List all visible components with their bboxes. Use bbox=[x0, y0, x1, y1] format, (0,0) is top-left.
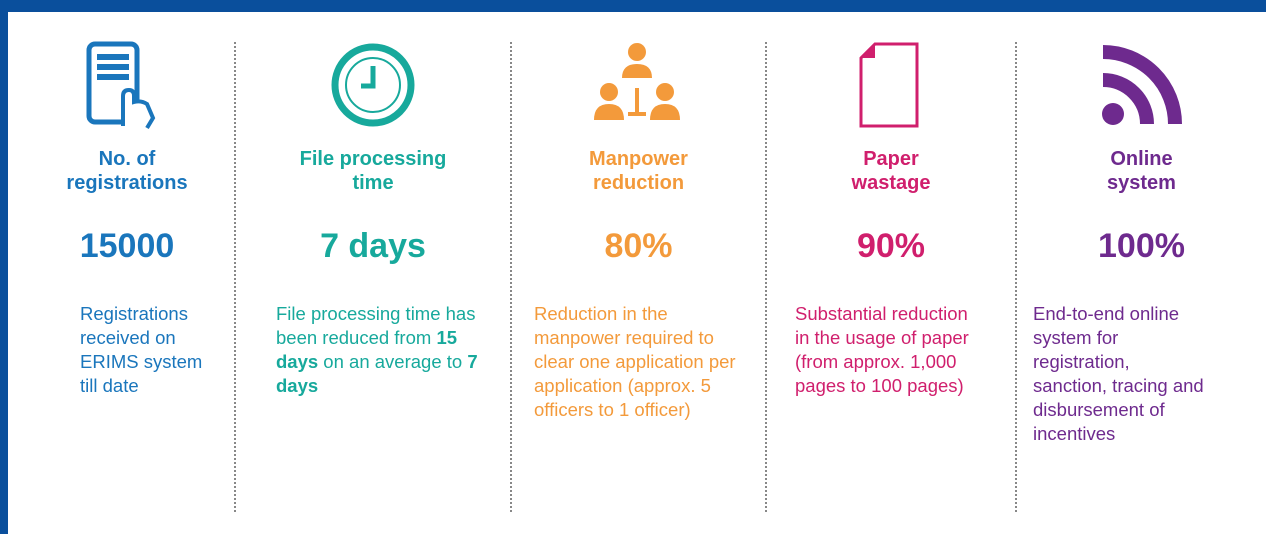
stat-description: Reduction in the manpower required to cl… bbox=[534, 302, 746, 422]
title-line: Online bbox=[1110, 148, 1173, 170]
title-line: registrations bbox=[66, 172, 188, 194]
title-line: Manpower bbox=[589, 148, 688, 170]
stat-description: End-to-end online system for registratio… bbox=[1033, 302, 1205, 446]
separator bbox=[765, 42, 767, 512]
title-line: wastage bbox=[851, 172, 931, 194]
stat-metric: 15000 bbox=[79, 227, 175, 265]
separator bbox=[1015, 42, 1017, 512]
separator bbox=[510, 42, 512, 512]
clock-icon bbox=[331, 43, 415, 127]
description-text: 15 days bbox=[276, 327, 458, 372]
description-text: Registrations received on ERIMS system t… bbox=[80, 303, 203, 396]
stat-title: Paper wastage bbox=[767, 147, 1015, 195]
people-icon bbox=[594, 43, 680, 120]
stat-column: Manpower reduction 80% Reduction in the m… bbox=[512, 12, 765, 534]
stat-column: No. of registrations 15000 Registrations … bbox=[20, 12, 234, 534]
title-line: system bbox=[1107, 172, 1176, 194]
stat-metric: 90% bbox=[856, 227, 926, 265]
separator bbox=[234, 42, 236, 512]
description-text: End-to-end online system for registratio… bbox=[1033, 303, 1204, 444]
stat-description: File processing time has been reduced fr… bbox=[276, 302, 488, 398]
stat-title: Online system bbox=[1017, 147, 1266, 195]
title-line: reduction bbox=[592, 172, 685, 194]
description-text: 7 days bbox=[276, 351, 478, 396]
tablet-icon bbox=[86, 41, 156, 130]
description-text: Reduction in the manpower required to cl… bbox=[534, 303, 736, 420]
stat-column: Paper wastage 90% Substantial reduction i… bbox=[767, 12, 1015, 534]
stat-title: Manpower reduction bbox=[512, 147, 765, 195]
stat-description: Registrations received on ERIMS system t… bbox=[80, 302, 212, 398]
title-line: time bbox=[352, 172, 394, 194]
title-line: No. of bbox=[98, 148, 156, 170]
title-line: Paper bbox=[863, 148, 919, 170]
panel: No. of registrations 15000 Registrations … bbox=[8, 12, 1266, 534]
description-text: on an average to bbox=[318, 351, 468, 372]
stat-metric: 7 days bbox=[320, 227, 426, 265]
stat-column: Online system 100% End-to-end online syst… bbox=[1017, 12, 1266, 534]
stat-metric: 100% bbox=[1098, 227, 1185, 265]
description-text: Substantial reduction in the usage of pa… bbox=[795, 303, 969, 396]
stat-title: No. of registrations bbox=[20, 147, 234, 195]
title-line: File processing bbox=[299, 148, 447, 170]
paper-icon bbox=[859, 42, 919, 128]
description-text: File processing time has been reduced fr… bbox=[276, 303, 476, 348]
rss-icon bbox=[1102, 45, 1182, 125]
stat-description: Substantial reduction in the usage of pa… bbox=[795, 302, 980, 398]
stat-column: File processing time 7 days File processi… bbox=[236, 12, 510, 534]
stat-title: File processing time bbox=[236, 147, 510, 195]
stat-metric: 80% bbox=[604, 227, 673, 265]
